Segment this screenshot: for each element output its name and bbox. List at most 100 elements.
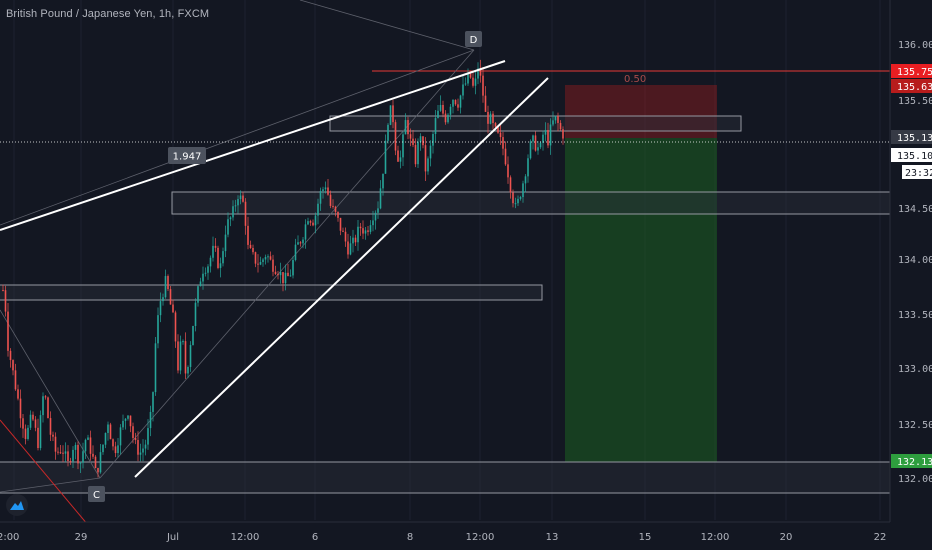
candle-body	[247, 225, 249, 245]
candle-body	[317, 203, 319, 216]
stop-price-badge	[891, 64, 932, 78]
candle-body	[237, 199, 239, 206]
candle-body	[62, 452, 64, 454]
take-profit-zone[interactable]	[565, 138, 717, 462]
candle-body	[52, 434, 54, 437]
candle-body	[239, 195, 242, 200]
candle-body	[44, 396, 47, 398]
candle-body	[24, 428, 27, 439]
support-zone-lower[interactable]	[0, 284, 543, 301]
time-label-12-00: 12:00	[466, 532, 495, 543]
support-zone-middle[interactable]	[171, 191, 891, 215]
candle-body	[87, 437, 89, 440]
upper-trendline[interactable]	[0, 60, 506, 231]
candle-body	[397, 150, 399, 162]
tradingview-logo-icon[interactable]	[6, 494, 28, 516]
candle-body	[132, 426, 134, 438]
candle-body	[199, 281, 202, 287]
candle-body	[404, 120, 407, 135]
candle-body	[169, 289, 172, 305]
candle-body	[524, 176, 527, 184]
candle-body	[354, 237, 357, 243]
countdown-text: 23:32	[905, 168, 932, 179]
bid-price-text: 135.101	[897, 151, 932, 162]
candle-body	[549, 124, 552, 146]
candle-body	[144, 444, 147, 449]
time-label-jul: Jul	[166, 532, 179, 543]
candle-body	[454, 99, 457, 105]
last-price-badge	[891, 130, 932, 144]
candle-body	[499, 132, 502, 138]
candle-body	[142, 448, 144, 453]
candle-body	[379, 188, 382, 209]
stop-loss-zone[interactable]	[565, 85, 717, 138]
ratio-marker[interactable]	[168, 147, 206, 164]
resistance-zone-upper[interactable]	[329, 115, 742, 132]
point-c-marker[interactable]	[88, 486, 105, 502]
candle-body	[322, 189, 324, 192]
point-d-marker[interactable]	[465, 31, 482, 47]
candle-body	[182, 341, 184, 343]
candle-body	[332, 205, 334, 207]
candle-body	[204, 272, 207, 274]
candle-body	[222, 251, 224, 264]
candle-body	[27, 427, 29, 439]
candle-body	[84, 439, 87, 452]
candle-body	[112, 439, 114, 447]
candle-body	[484, 95, 487, 112]
countdown-badge	[902, 165, 932, 179]
candle-body	[449, 106, 452, 115]
candle-body	[134, 437, 137, 441]
candle-body	[179, 341, 182, 371]
candle-body	[94, 456, 97, 469]
candle-body	[157, 315, 159, 344]
candle-body	[372, 220, 374, 226]
candle-body	[417, 141, 419, 165]
candle-body	[102, 444, 104, 453]
candle-body	[279, 272, 282, 276]
price-axis[interactable]: 136.000 135.500 134.500 134.000 133.500 …	[889, 0, 932, 550]
lower-trendline[interactable]	[134, 77, 549, 478]
time-axis[interactable]: 12:00 29 Jul 12:00 6 8 12:00 13 15 12:00…	[0, 521, 890, 550]
risk-reward-label: 0.50	[624, 74, 646, 85]
candle-body	[477, 68, 479, 79]
support-zone-bottom[interactable]	[0, 461, 891, 494]
candle-body	[274, 271, 277, 274]
candle-body	[547, 130, 549, 146]
candle-body	[147, 428, 149, 445]
time-label-20: 20	[780, 532, 793, 543]
candle-body	[452, 99, 454, 107]
price-tick-133000: 133.000	[898, 364, 932, 375]
candle-body	[392, 105, 394, 123]
candle-body	[359, 226, 362, 229]
candle-body	[244, 201, 247, 226]
symbol-title: British Pound / Japanese Yen, 1h, FXCM	[6, 8, 210, 20]
candle-body	[219, 263, 222, 268]
ratio-label: 1.947	[173, 152, 202, 163]
candle-body	[232, 206, 234, 218]
pattern-line-cd	[99, 49, 475, 479]
point-d-label: D	[470, 35, 478, 46]
candle-body	[542, 134, 544, 143]
candle-body	[399, 157, 402, 162]
time-label-12-00: 12:00	[231, 532, 260, 543]
candle-body	[34, 419, 37, 428]
candle-body	[357, 226, 359, 243]
time-label-12-00: 12:00	[701, 532, 730, 543]
candle-body	[309, 221, 312, 223]
candle-body	[152, 392, 154, 412]
candle-body	[74, 444, 77, 450]
candle-body	[262, 259, 264, 263]
candle-body	[487, 111, 489, 124]
candle-body	[72, 449, 74, 462]
bid-price-badge	[891, 148, 932, 162]
candle-body	[154, 343, 157, 393]
candle-body	[434, 118, 437, 135]
candle-body	[59, 452, 62, 454]
candle-body	[329, 194, 332, 206]
candle-body	[217, 247, 219, 268]
candle-body	[39, 415, 42, 449]
candle-body	[374, 212, 377, 221]
candle-body	[149, 411, 152, 429]
